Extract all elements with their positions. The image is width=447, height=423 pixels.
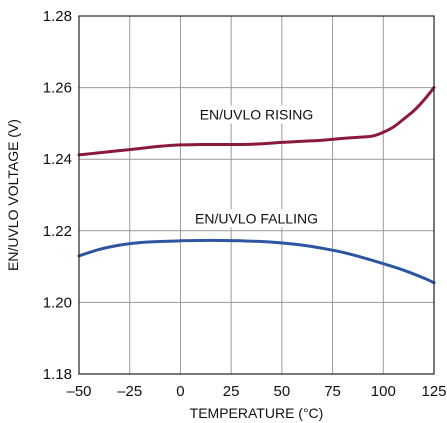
y-tick-label: 1.28 — [43, 8, 72, 25]
grid — [79, 16, 434, 374]
x-axis-label: TEMPERATURE (°C) — [190, 405, 324, 421]
y-axis-ticks: 1.18 1.20 1.22 1.24 1.26 1.28 — [43, 8, 72, 383]
y-tick-label: 1.22 — [43, 223, 72, 240]
series-label-falling: EN/UVLO FALLING — [195, 210, 318, 226]
x-tick-label: 125 — [421, 383, 446, 400]
series-layer — [77, 86, 436, 285]
y-tick-label: 1.18 — [43, 366, 72, 383]
series-line-falling — [77, 238, 436, 285]
y-axis-label: EN/UVLO VOLTAGE (V) — [5, 119, 21, 271]
x-tick-label: –50 — [66, 383, 91, 400]
plot-frame — [78, 15, 435, 375]
y-tick-label: 1.20 — [43, 294, 72, 311]
x-tick-label: –25 — [117, 383, 142, 400]
series-label-background — [191, 209, 322, 228]
x-tick-label: 25 — [223, 383, 240, 400]
x-axis-ticks: –50 –25 0 25 50 75 100 125 — [66, 383, 446, 400]
series-label-background — [195, 105, 318, 124]
y-tick-label: 1.26 — [43, 80, 72, 97]
series-line-rising — [77, 86, 436, 157]
x-tick-label: 0 — [176, 383, 184, 400]
series-labels: EN/UVLO RISING EN/UVLO FALLING — [191, 105, 322, 228]
x-tick-label: 50 — [274, 383, 291, 400]
series-label-rising: EN/UVLO RISING — [200, 106, 314, 122]
x-tick-label: 100 — [371, 383, 396, 400]
x-tick-label: 75 — [324, 383, 341, 400]
y-tick-label: 1.24 — [43, 151, 72, 168]
